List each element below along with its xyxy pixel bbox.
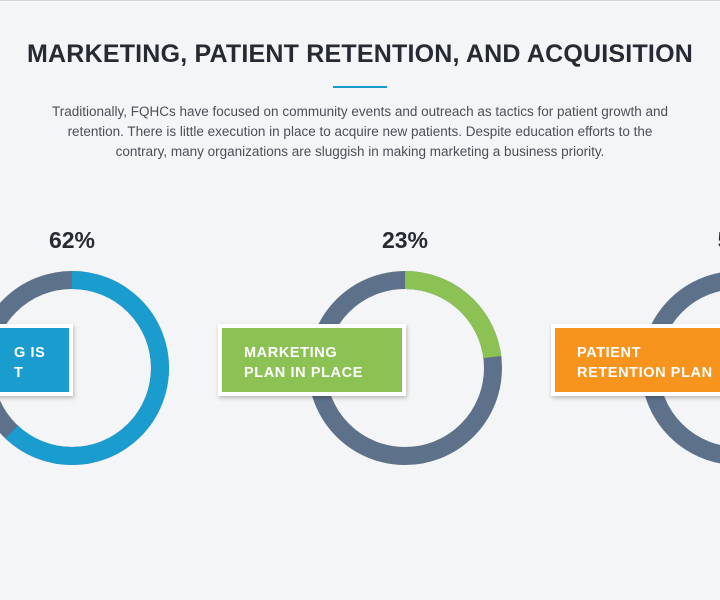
title-underline (333, 86, 387, 88)
donut-chart: 23% MARKETING PLAN IN PLACE (218, 227, 502, 465)
donut-value-arc (308, 271, 502, 465)
donut-percent-label: 62% (49, 227, 95, 253)
donut-value-arc (0, 271, 169, 465)
label-card-text: RETENTION PLAN (577, 365, 713, 381)
label-card-text: T (14, 365, 23, 381)
label-card-text: PLAN IN PLACE (244, 365, 363, 381)
label-card-fill (222, 328, 402, 392)
intro-line: retention. There is little execution in … (67, 124, 653, 139)
page-title: MARKETING, PATIENT RETENTION, AND ACQUIS… (27, 40, 693, 68)
label-card-text: MARKETING (244, 345, 337, 361)
donut-percent-label: 5 (718, 227, 720, 253)
top-border-line (0, 0, 720, 1)
label-card-fill (0, 328, 69, 392)
intro-line: Traditionally, FQHCs have focused on com… (51, 104, 669, 119)
donut-chart: 5 PATIENT RETENTION PLAN (551, 227, 720, 465)
donut-chart: 62% G IS T (0, 227, 169, 465)
label-card-text: G IS (14, 345, 45, 361)
donut-percent-label: 23% (382, 227, 428, 253)
intro-paragraph: Traditionally, FQHCs have focused on com… (0, 102, 720, 162)
label-card-fill (555, 328, 720, 392)
intro-line: contrary, many organizations are sluggis… (115, 144, 605, 159)
label-card-text: PATIENT (577, 345, 641, 361)
